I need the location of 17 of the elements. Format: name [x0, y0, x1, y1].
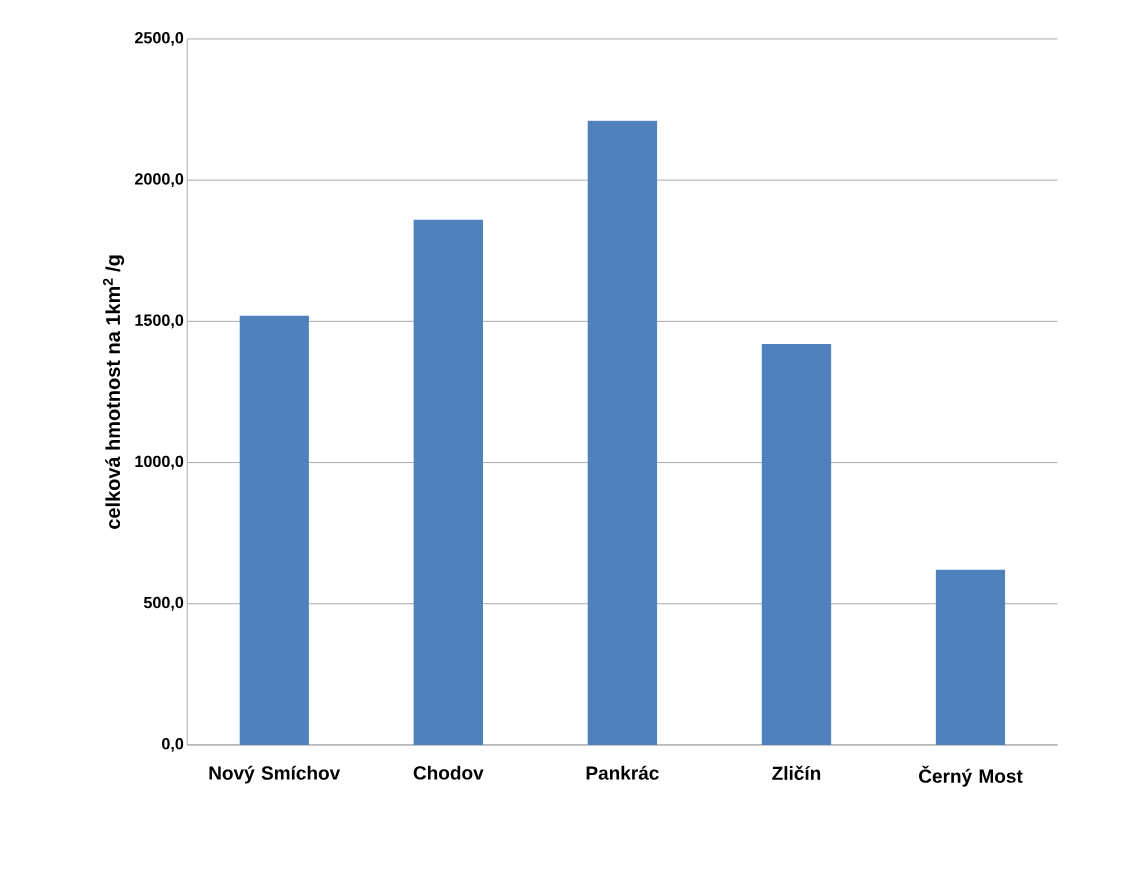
y-tick-label: 0,0: [162, 737, 184, 752]
x-tick-label: Zličín: [772, 765, 821, 780]
y-tick-label: 2000,0: [135, 173, 184, 187]
x-tick-label: Pankrác: [586, 765, 659, 780]
bar: [413, 219, 483, 745]
y-tick-label: 1000,0: [135, 455, 184, 470]
x-tick-label: Nový Smíchov: [209, 765, 341, 784]
bar: [935, 569, 1006, 745]
y-tick-label: 2500,0: [135, 31, 184, 46]
x-tick-label: Chodov: [413, 765, 484, 780]
x-tick-label: Černý Most: [919, 765, 1023, 787]
y-tick-label: 1500,0: [135, 314, 184, 329]
bar: [587, 120, 658, 745]
bar: [761, 343, 832, 745]
bar: [239, 315, 309, 745]
y-tick-label: 500,0: [143, 596, 184, 611]
y-axis-title: celková hmotnost na 1km$^{2}$ /g: [102, 255, 125, 529]
